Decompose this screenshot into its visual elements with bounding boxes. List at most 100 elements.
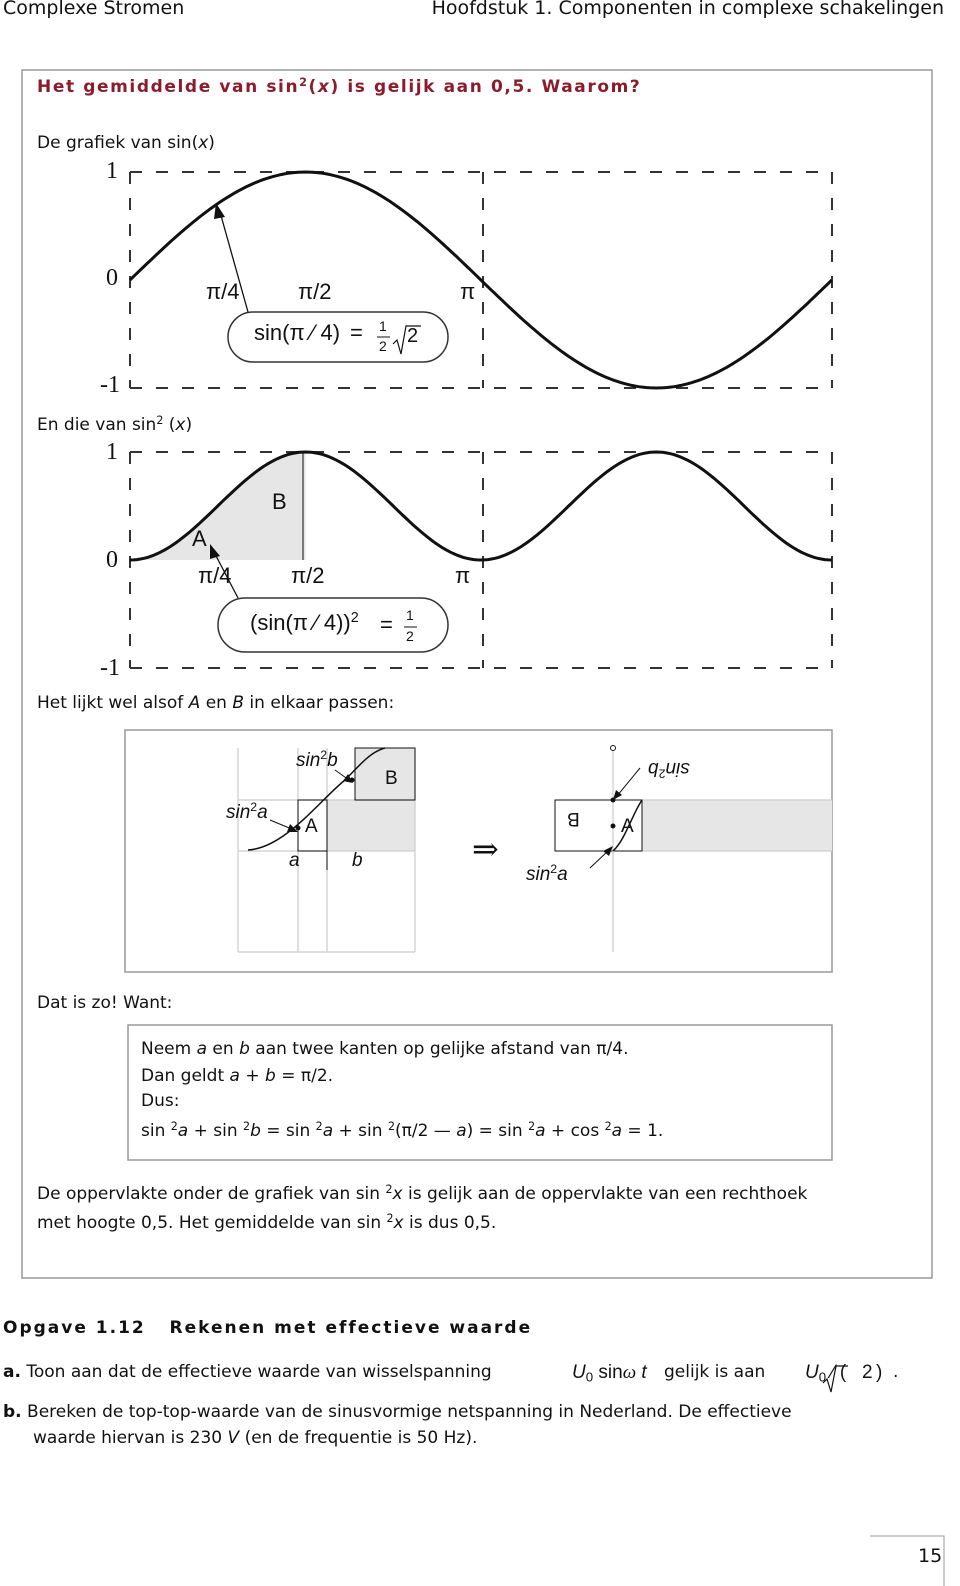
text-segment: 2 [386,1211,394,1225]
text-segment: ) [208,133,215,153]
x-label: π/4 [198,563,232,588]
fraction-top: 1 [379,318,387,334]
sine-curve [128,170,833,390]
page-corner [870,1535,945,1586]
text-segment: ) is gelijk aan 0,5. Waarom? [330,77,642,97]
diagram-label: sin2b [648,756,690,781]
diagram-label: sin2a [226,801,268,825]
text-segment: is gelijk aan de oppervlakte van een rec… [402,1184,808,1204]
text-segment: De oppervlakte onder de grafiek van sin [37,1184,386,1204]
pointer [219,211,249,313]
text-segment: Opgave 1.12 [3,1318,146,1338]
fraction-bottom: 2 [406,628,414,644]
text-segment: b [250,1121,261,1141]
shape [610,745,616,751]
shape [642,799,832,852]
radicand: 2 [407,325,419,347]
exercise-item: b. Bereken de top-top-waarde van de sinu… [3,1402,792,1422]
page-number: 15 [918,1545,943,1567]
text-segment: a [257,802,268,823]
text-segment: en [200,693,233,713]
area-label: B [272,489,287,514]
text-segment: sin [141,1121,171,1141]
pointer [213,551,239,599]
y-label: 0 [106,265,118,291]
diagram-label: sin2b [296,749,338,773]
text-segment: is dus 0,5. [403,1213,497,1233]
text-segment: 2 [170,1119,178,1133]
shape [247,747,386,851]
left-figure [237,747,416,953]
text-segment: Neem [141,1039,197,1059]
text-segment: x [198,133,209,153]
text-segment: ) [185,415,193,435]
x-label: π/2 [298,279,332,304]
callout-text: sin(π ⁄ 4) [254,320,341,345]
text-segment: b [327,750,338,771]
graph-caption: En die van sin2 (x) [37,415,192,435]
proof-box [127,1024,833,1161]
text-segment: = π/2. [275,1066,334,1086]
proof-line: Dus: [141,1091,180,1111]
sine-squared-curve [129,450,832,562]
text-segment: Het gemiddelde van sin [37,77,300,97]
proof-line: Dan geldt a + b = π/2. [141,1066,333,1086]
text-segment: a [611,1121,623,1141]
text-segment: ) = sin [466,1121,529,1141]
text-segment: + sin [188,1121,244,1141]
text-segment: (π/2 — [394,1121,457,1141]
text-segment: Toon aan dat de effectieve waarde van wi… [20,1362,492,1382]
callout-text: = [380,612,393,637]
paragraph: Dat is zo! Want: [37,993,173,1013]
arrowhead [210,544,220,559]
arrowhead [214,203,225,219]
text-segment: 2 [528,1119,536,1133]
text-segment: De grafiek van sin( [37,133,199,153]
text-segment: 2 [243,1119,251,1133]
text-segment: + [239,1066,266,1086]
text-segment: Het lijkt wel alsof [37,693,189,713]
fraction-bottom: 2 [379,338,387,354]
text-segment: 2 [315,1119,323,1133]
callout-box [227,311,449,363]
formula: U0 sinω t [572,1362,647,1385]
header-left: Complexe Stromen [3,0,185,19]
area-label: A [192,526,207,551]
text-segment: 2 [385,1182,393,1196]
text-segment: = sin [260,1121,316,1141]
shape [554,799,614,852]
text-segment: sin [598,1362,623,1383]
proof-line: sin 2a + sin 2b = sin 2a + sin 2(π/2 — a… [141,1121,663,1141]
text-segment: sin [226,802,251,823]
shape [613,790,622,800]
text-segment: U [572,1362,586,1383]
text-segment: 2 [350,610,359,627]
text-segment: 0 [585,1369,594,1385]
section-box [21,69,933,1279]
text-segment: 2 [604,1119,612,1133]
text-segment: a. [3,1362,21,1382]
text-segment: U [805,1362,819,1383]
text-segment: waarde hiervan is 230 [33,1428,228,1448]
text-segment: A [188,693,201,713]
proof-line: Neem a en b aan twee kanten op gelijke a… [141,1039,629,1059]
text-segment: b [648,757,659,779]
y-label: 0 [106,547,118,573]
diagram-label: b [352,850,363,873]
text-segment: in elkaar passen: [244,693,395,713]
text-segment: sin [526,864,551,885]
text-segment: (sin(π ⁄ 4)) [250,610,351,635]
text-segment: = 1. [622,1121,664,1141]
shape [355,748,415,800]
shape [642,800,832,851]
shape [616,767,641,797]
shape [295,825,301,831]
callout-text: = [350,320,363,345]
text-segment: En die van sin [37,415,157,435]
text-segment: b [352,850,363,871]
formula: U0 ⁄ ( [805,1362,846,1385]
radical [822,1365,848,1393]
text-segment: ( [308,77,318,97]
